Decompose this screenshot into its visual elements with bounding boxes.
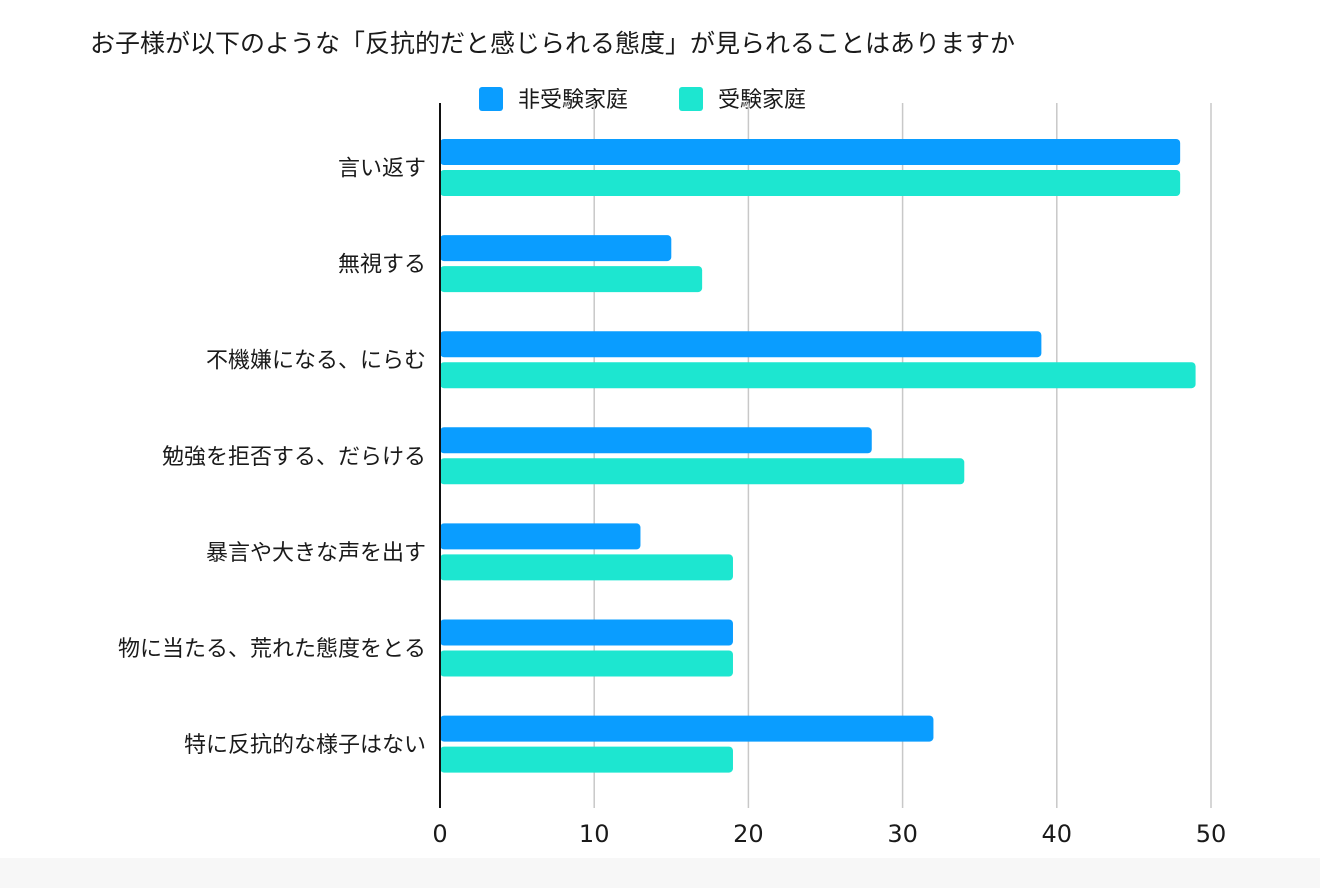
bar-non-exam xyxy=(440,235,672,262)
legend: 非受験家庭 受験家庭 xyxy=(479,87,806,113)
category-label: 特に反抗的な様子はない xyxy=(184,733,426,758)
category-labels: 言い返す無視する不機嫌になる、にらむ勉強を拒否する、だらける暴言や大きな声を出す… xyxy=(118,157,426,759)
bar-non-exam xyxy=(440,619,733,646)
category-label: 言い返す xyxy=(338,157,426,182)
bars xyxy=(440,139,1196,773)
category-label: 不機嫌になる、にらむ xyxy=(206,349,426,374)
category-label: 物に当たる、荒れた態度をとる xyxy=(118,637,426,662)
x-tick-label: 0 xyxy=(432,820,447,848)
bar-exam xyxy=(440,554,733,581)
gridlines xyxy=(593,103,1212,808)
bar-exam xyxy=(440,170,1181,196)
bar-exam xyxy=(440,458,965,485)
x-tick-label: 40 xyxy=(1042,820,1073,848)
bar-exam xyxy=(440,266,703,293)
category-label: 勉強を拒否する、だらける xyxy=(162,445,426,470)
bar-exam xyxy=(440,362,1196,389)
bar-non-exam xyxy=(440,715,934,742)
legend-swatch xyxy=(479,87,503,111)
category-label: 無視する xyxy=(338,253,426,278)
bar-non-exam xyxy=(440,427,872,454)
x-axis-ticks: 0 10 20 30 40 50 xyxy=(432,820,1226,848)
x-tick-label: 50 xyxy=(1196,820,1227,848)
bar-non-exam xyxy=(440,331,1042,358)
legend-swatch xyxy=(679,87,703,111)
x-tick-label: 10 xyxy=(579,820,610,848)
footer-band xyxy=(0,858,1320,888)
bar-non-exam xyxy=(440,523,641,550)
x-tick-label: 30 xyxy=(887,820,918,848)
legend-label: 非受験家庭 xyxy=(518,88,628,113)
bar-non-exam xyxy=(440,139,1181,165)
chart-title: お子様が以下のような「反抗的だと感じられる態度」が見られることはありますか xyxy=(90,29,1015,58)
legend-label: 受験家庭 xyxy=(718,88,806,113)
bar-exam xyxy=(440,650,733,677)
category-label: 暴言や大きな声を出す xyxy=(206,541,426,566)
x-tick-label: 20 xyxy=(733,820,764,848)
bar-exam xyxy=(440,746,733,773)
